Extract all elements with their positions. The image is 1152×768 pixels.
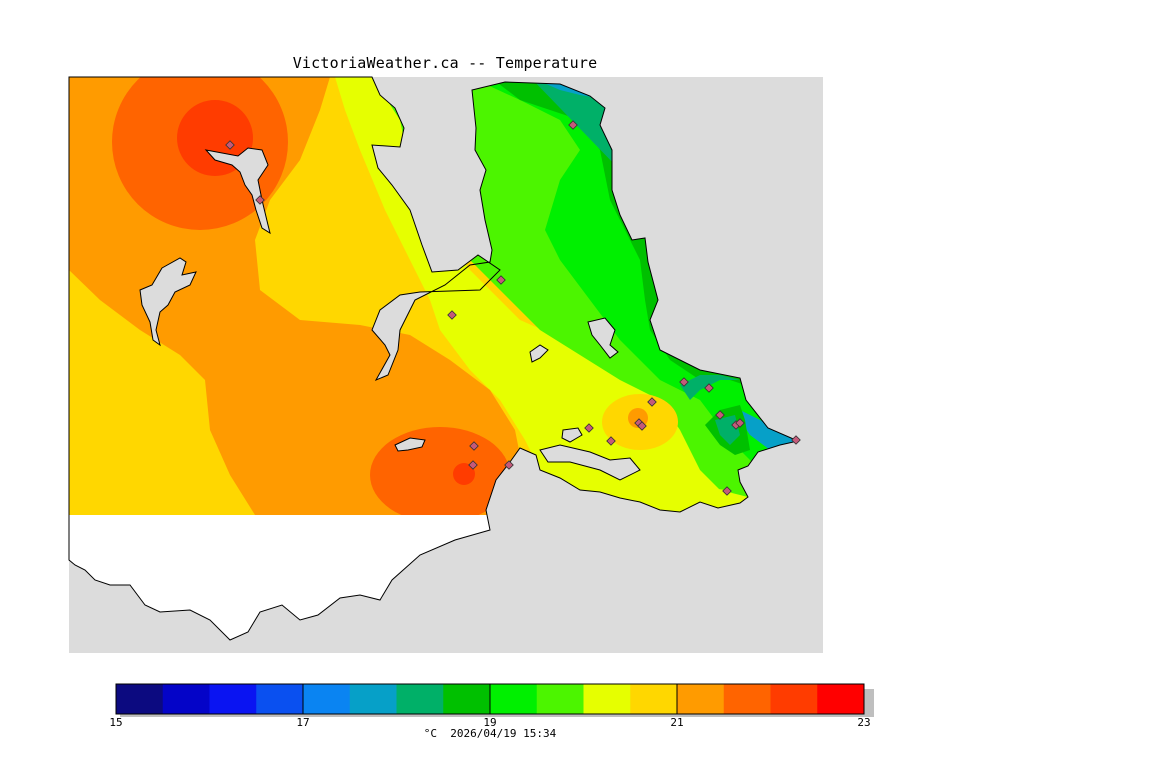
- legend-swatch: [162, 684, 210, 714]
- legend-swatch: [490, 684, 538, 714]
- station-marker[interactable]: [735, 418, 745, 428]
- legend-swatch: [630, 684, 678, 714]
- station-marker[interactable]: [679, 377, 689, 387]
- station-marker[interactable]: [722, 486, 732, 496]
- lakes: [139, 147, 619, 452]
- legend-swatch: [256, 684, 304, 714]
- contour-yellow-west: [69, 270, 255, 515]
- weather-stations: [225, 120, 801, 496]
- station-marker[interactable]: [704, 383, 714, 393]
- station-marker[interactable]: [447, 310, 457, 320]
- station-marker[interactable]: [791, 435, 801, 445]
- legend-swatch: [536, 684, 584, 714]
- legend-swatch: [770, 684, 818, 714]
- station-marker[interactable]: [637, 421, 647, 431]
- legend-swatch: [116, 684, 164, 714]
- map-title: VictoriaWeather.ca -- Temperature: [292, 54, 598, 72]
- station-marker[interactable]: [504, 460, 514, 470]
- legend-swatch: [349, 684, 397, 714]
- legend-swatch: [303, 684, 351, 714]
- legend-swatch: [396, 684, 444, 714]
- legend-swatch: [817, 684, 865, 714]
- legend-caption: °C 2026/04/19 15:34: [0, 727, 980, 740]
- station-marker[interactable]: [255, 195, 265, 205]
- station-marker[interactable]: [225, 140, 235, 150]
- station-marker[interactable]: [468, 460, 478, 470]
- station-marker[interactable]: [584, 423, 594, 433]
- legend-shadow: [120, 689, 874, 717]
- legend-frame: [115, 683, 865, 715]
- legend-swatches: [116, 684, 865, 714]
- temperature-map[interactable]: [0, 0, 1152, 680]
- legend-unit: °C: [423, 727, 438, 740]
- inlet-bay: [539, 444, 641, 481]
- legend-swatch: [677, 684, 725, 714]
- station-marker[interactable]: [606, 436, 616, 446]
- legend-swatch: [209, 684, 257, 714]
- legend-timestamp: 2026/04/19 15:34: [450, 727, 557, 740]
- station-marker[interactable]: [568, 120, 578, 130]
- legend-swatch: [443, 684, 491, 714]
- station-marker[interactable]: [496, 275, 506, 285]
- hotspot-sw-inner: [453, 463, 475, 485]
- legend-swatch: [583, 684, 631, 714]
- legend-swatch: [723, 684, 771, 714]
- station-marker[interactable]: [469, 441, 479, 451]
- hotspot-sw-outer: [370, 427, 510, 523]
- legend-ticks: 15 17 19 21 23: [109, 684, 871, 729]
- station-marker[interactable]: [715, 410, 725, 420]
- station-marker[interactable]: [647, 397, 657, 407]
